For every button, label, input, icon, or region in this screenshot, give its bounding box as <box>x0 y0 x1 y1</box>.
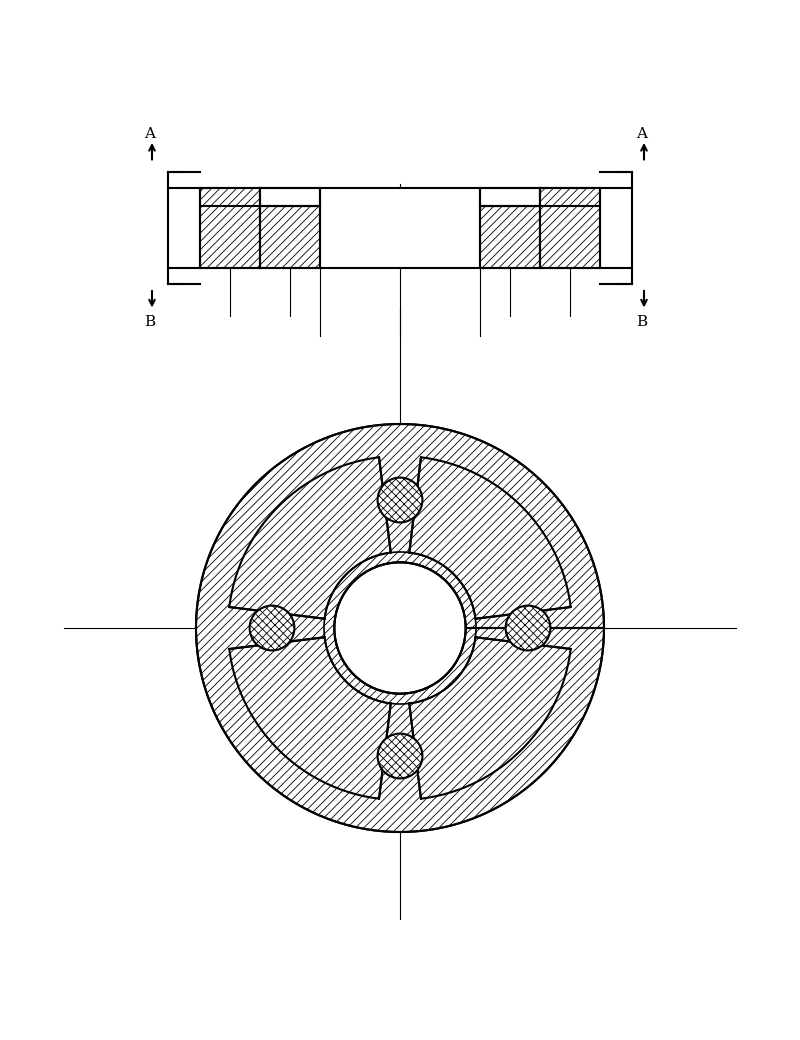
Bar <box>260 188 320 206</box>
Circle shape <box>250 605 294 650</box>
Text: B: B <box>144 315 155 330</box>
Circle shape <box>334 563 466 694</box>
Polygon shape <box>410 638 570 799</box>
Polygon shape <box>196 424 604 832</box>
Bar <box>200 188 260 268</box>
Text: B: B <box>636 315 647 330</box>
Circle shape <box>378 733 422 778</box>
Circle shape <box>506 605 550 650</box>
Polygon shape <box>410 458 570 619</box>
Circle shape <box>378 477 422 522</box>
Bar <box>200 188 600 268</box>
Bar <box>480 188 540 206</box>
Polygon shape <box>230 458 390 619</box>
Bar <box>260 206 320 268</box>
Bar <box>320 188 480 268</box>
Text: A: A <box>636 127 647 141</box>
Text: A: A <box>144 127 155 141</box>
Polygon shape <box>230 638 390 799</box>
Bar <box>540 188 600 268</box>
Bar <box>480 206 540 268</box>
